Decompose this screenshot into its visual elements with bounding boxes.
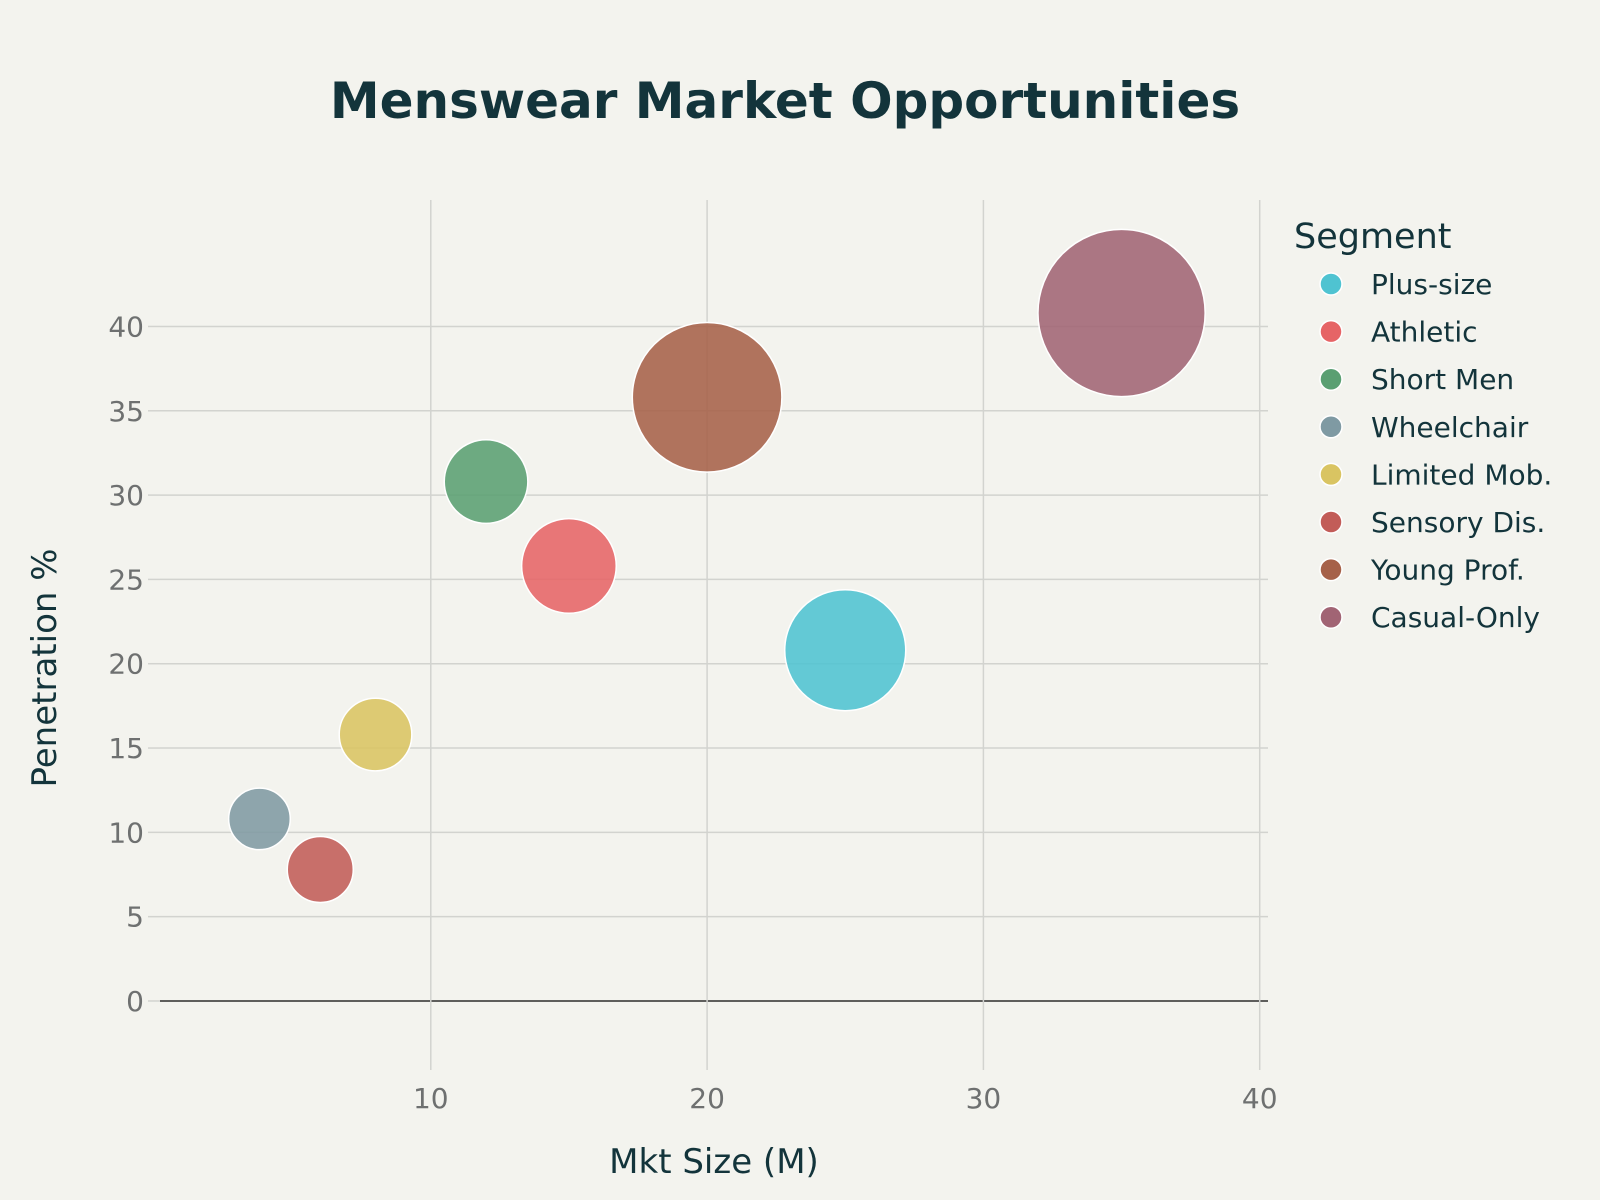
x-tick-label: 10 bbox=[413, 1082, 449, 1115]
y-axis-title: Penetration % bbox=[25, 548, 65, 787]
bubble-short-men[interactable] bbox=[443, 439, 529, 525]
bubble-casual-only[interactable] bbox=[1037, 228, 1206, 398]
legend-marker bbox=[1319, 319, 1343, 344]
chart-title: Menswear Market Opportunities bbox=[330, 72, 1240, 130]
y-tick-label: 5 bbox=[126, 901, 144, 934]
bubble-young-prof[interactable] bbox=[631, 321, 783, 473]
legend-label: Young Prof. bbox=[1370, 554, 1525, 587]
y-tick-label: 10 bbox=[108, 816, 144, 849]
y-tick-label: 20 bbox=[108, 648, 144, 681]
legend-item-plus-size[interactable]: Plus-size bbox=[1319, 268, 1492, 301]
legend-marker bbox=[1319, 272, 1343, 296]
y-tick-label: 0 bbox=[126, 985, 144, 1018]
bubble-athletic[interactable] bbox=[520, 517, 617, 614]
legend-label: Wheelchair bbox=[1371, 411, 1529, 444]
legend-label: Limited Mob. bbox=[1371, 458, 1552, 491]
legend-item-limited-mob[interactable]: Limited Mob. bbox=[1319, 458, 1552, 491]
x-tick-label: 40 bbox=[1242, 1082, 1278, 1115]
bubbles bbox=[227, 228, 1206, 904]
y-tick-label: 15 bbox=[108, 732, 144, 765]
legend-item-short-men[interactable]: Short Men bbox=[1319, 363, 1514, 396]
legend-label: Sensory Dis. bbox=[1371, 506, 1545, 539]
legend-items: Plus-size Athletic Short Men Wheelchair Limi… bbox=[1319, 268, 1552, 634]
tick-labels: 0 5 10 15 20 25 30 35 40 10 20 30 40 bbox=[108, 310, 1277, 1115]
bubble-plus-size[interactable] bbox=[783, 588, 907, 712]
legend-marker bbox=[1319, 462, 1343, 487]
legend-title: Segment bbox=[1294, 217, 1452, 257]
legend-marker bbox=[1319, 415, 1343, 439]
bubble-sensory-dis[interactable] bbox=[286, 835, 355, 904]
legend-item-wheelchair[interactable]: Wheelchair bbox=[1319, 411, 1529, 444]
legend-item-athletic[interactable]: Athletic bbox=[1319, 316, 1478, 349]
x-axis-title: Mkt Size (M) bbox=[609, 1142, 819, 1182]
legend-item-sensory-dis[interactable]: Sensory Dis. bbox=[1319, 506, 1545, 539]
legend-item-casual-only[interactable]: Casual-Only bbox=[1319, 601, 1540, 634]
bubble-limited-mob[interactable] bbox=[338, 697, 413, 772]
legend-marker bbox=[1319, 510, 1343, 534]
y-tick-label: 35 bbox=[108, 395, 144, 428]
y-tick-label: 25 bbox=[108, 563, 144, 596]
legend-label: Athletic bbox=[1371, 316, 1478, 349]
y-tick-label: 40 bbox=[108, 310, 144, 343]
legend-marker bbox=[1319, 605, 1343, 629]
bubble-wheelchair[interactable] bbox=[227, 787, 292, 851]
legend: Segment Plus-size Athletic Short Men Wheelc… bbox=[1294, 217, 1552, 634]
legend-item-young-prof[interactable]: Young Prof. bbox=[1319, 554, 1525, 587]
legend-marker bbox=[1319, 367, 1343, 391]
y-tick-label: 30 bbox=[108, 479, 144, 512]
legend-label: Plus-size bbox=[1371, 268, 1492, 301]
legend-label: Casual-Only bbox=[1371, 601, 1540, 634]
legend-label: Short Men bbox=[1371, 363, 1514, 396]
x-tick-label: 20 bbox=[689, 1082, 725, 1115]
legend-marker bbox=[1319, 557, 1343, 582]
x-tick-label: 30 bbox=[966, 1082, 1002, 1115]
